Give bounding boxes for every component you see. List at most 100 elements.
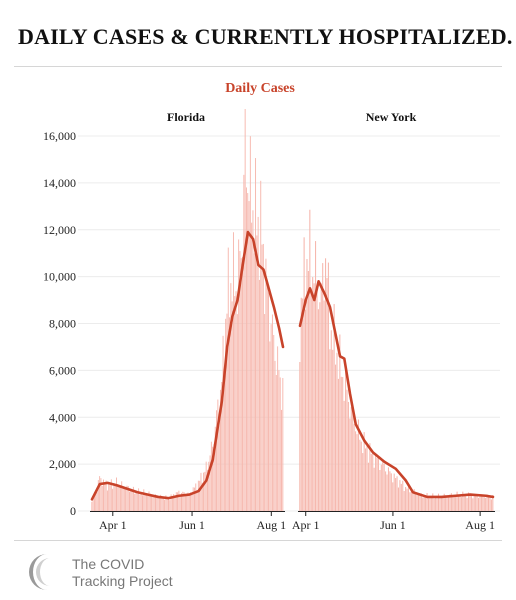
daily-case-bar <box>151 495 153 511</box>
daily-case-bar <box>252 210 254 511</box>
daily-cases-chart: Daily Cases Florida New York 0 2,000 4,000… <box>43 81 500 532</box>
daily-case-bar <box>446 496 448 511</box>
daily-case-bar <box>302 298 304 511</box>
daily-case-bar <box>387 467 389 511</box>
daily-case-bar <box>382 462 384 511</box>
daily-case-bar <box>473 493 475 511</box>
daily-case-bar <box>258 279 260 511</box>
daily-case-bar <box>114 484 116 511</box>
daily-case-bar <box>329 349 331 511</box>
daily-case-bar <box>319 302 321 511</box>
daily-case-bar <box>142 495 143 511</box>
daily-case-bar <box>330 330 332 511</box>
daily-case-bar <box>210 441 212 511</box>
daily-case-bar <box>492 495 494 511</box>
grid-lines <box>78 135 500 512</box>
daily-case-bar <box>164 499 166 511</box>
daily-case-bar <box>103 479 104 511</box>
daily-case-bar <box>340 376 342 511</box>
average-lines <box>90 230 495 501</box>
daily-case-bar <box>445 495 447 511</box>
panel-title-florida: Florida <box>167 110 205 124</box>
daily-case-bar <box>247 193 249 511</box>
daily-case-bar <box>199 480 201 511</box>
daily-case-bar <box>122 486 124 511</box>
daily-case-bar <box>161 497 163 511</box>
page-title: DAILY CASES & CURRENTLY HOSPITALIZED. 7-… <box>18 24 516 49</box>
daily-case-bar <box>379 470 381 511</box>
daily-case-bar <box>307 270 309 511</box>
daily-case-bar <box>222 335 224 511</box>
daily-case-bar <box>106 490 108 511</box>
daily-case-bar <box>255 158 257 511</box>
daily-case-bar <box>192 487 194 511</box>
daily-case-bar <box>393 473 395 511</box>
daily-case-bar <box>273 334 275 511</box>
daily-case-bar <box>186 495 188 511</box>
daily-case-bar <box>274 360 276 511</box>
daily-case-bar <box>430 497 432 511</box>
daily-case-bar <box>343 400 345 511</box>
daily-case-bar <box>196 490 198 511</box>
daily-case-bar <box>357 419 359 511</box>
daily-case-bar <box>483 497 485 511</box>
daily-case-bar <box>477 497 480 511</box>
daily-case-bar <box>184 494 186 511</box>
daily-case-bar <box>244 109 246 511</box>
daily-case-bar <box>156 497 158 511</box>
daily-case-bar <box>490 499 492 511</box>
seven-day-average-line <box>90 230 285 501</box>
x-tick-label: Jun 1 <box>380 518 406 532</box>
daily-case-bar <box>136 493 138 511</box>
daily-case-bar <box>380 464 382 511</box>
daily-case-bar <box>117 486 119 511</box>
daily-case-bar <box>359 439 361 511</box>
daily-case-bar <box>397 487 400 511</box>
daily-case-bar <box>138 488 140 511</box>
daily-case-bar <box>459 495 461 511</box>
daily-case-bar <box>242 256 244 511</box>
daily-case-bar <box>395 478 397 511</box>
daily-case-bar <box>190 492 192 511</box>
daily-case-bar <box>305 309 307 511</box>
daily-case-bar <box>405 487 407 511</box>
daily-case-bar <box>248 201 250 511</box>
x-tick-label: Apr 1 <box>99 518 127 532</box>
daily-case-bar <box>306 259 308 511</box>
daily-case-bar <box>332 349 334 511</box>
y-axis: 0 2,000 4,000 6,000 8,000 10,000 12,000 14,000 1… <box>43 129 76 518</box>
y-tick-label: 6,000 <box>49 363 76 377</box>
daily-case-bar <box>93 492 95 511</box>
daily-case-bar <box>456 491 458 511</box>
daily-case-bar <box>417 493 420 511</box>
daily-case-bar <box>249 136 251 511</box>
daily-case-bar <box>132 486 134 511</box>
daily-case-bar <box>197 480 199 511</box>
daily-case-bar <box>377 457 379 511</box>
covid-tracking-project-logo-icon <box>29 554 50 590</box>
logo-line-2: Tracking Project <box>72 573 173 589</box>
daily-case-bar <box>436 498 438 511</box>
daily-case-bar <box>131 490 133 511</box>
daily-case-bar <box>265 258 267 511</box>
daily-case-bar <box>162 497 164 511</box>
daily-case-bar <box>140 492 142 511</box>
daily-case-bar <box>206 469 208 511</box>
daily-case-bar <box>312 277 314 511</box>
y-tick-label: 10,000 <box>43 270 76 284</box>
daily-case-bar <box>229 317 231 511</box>
daily-case-bar <box>339 334 341 511</box>
daily-case-bar <box>127 485 129 511</box>
daily-case-bar <box>169 500 171 511</box>
daily-case-bar <box>439 497 441 511</box>
x-tick-label: Apr 1 <box>292 518 320 532</box>
daily-case-bar <box>139 494 141 511</box>
daily-case-bar <box>219 389 221 511</box>
daily-case-bar <box>158 497 160 511</box>
daily-case-bar <box>337 378 339 511</box>
daily-case-bar <box>278 370 280 511</box>
daily-case-bar <box>425 495 427 511</box>
daily-case-bar <box>100 478 102 511</box>
daily-case-bar <box>362 453 364 511</box>
daily-case-bar <box>447 496 450 511</box>
